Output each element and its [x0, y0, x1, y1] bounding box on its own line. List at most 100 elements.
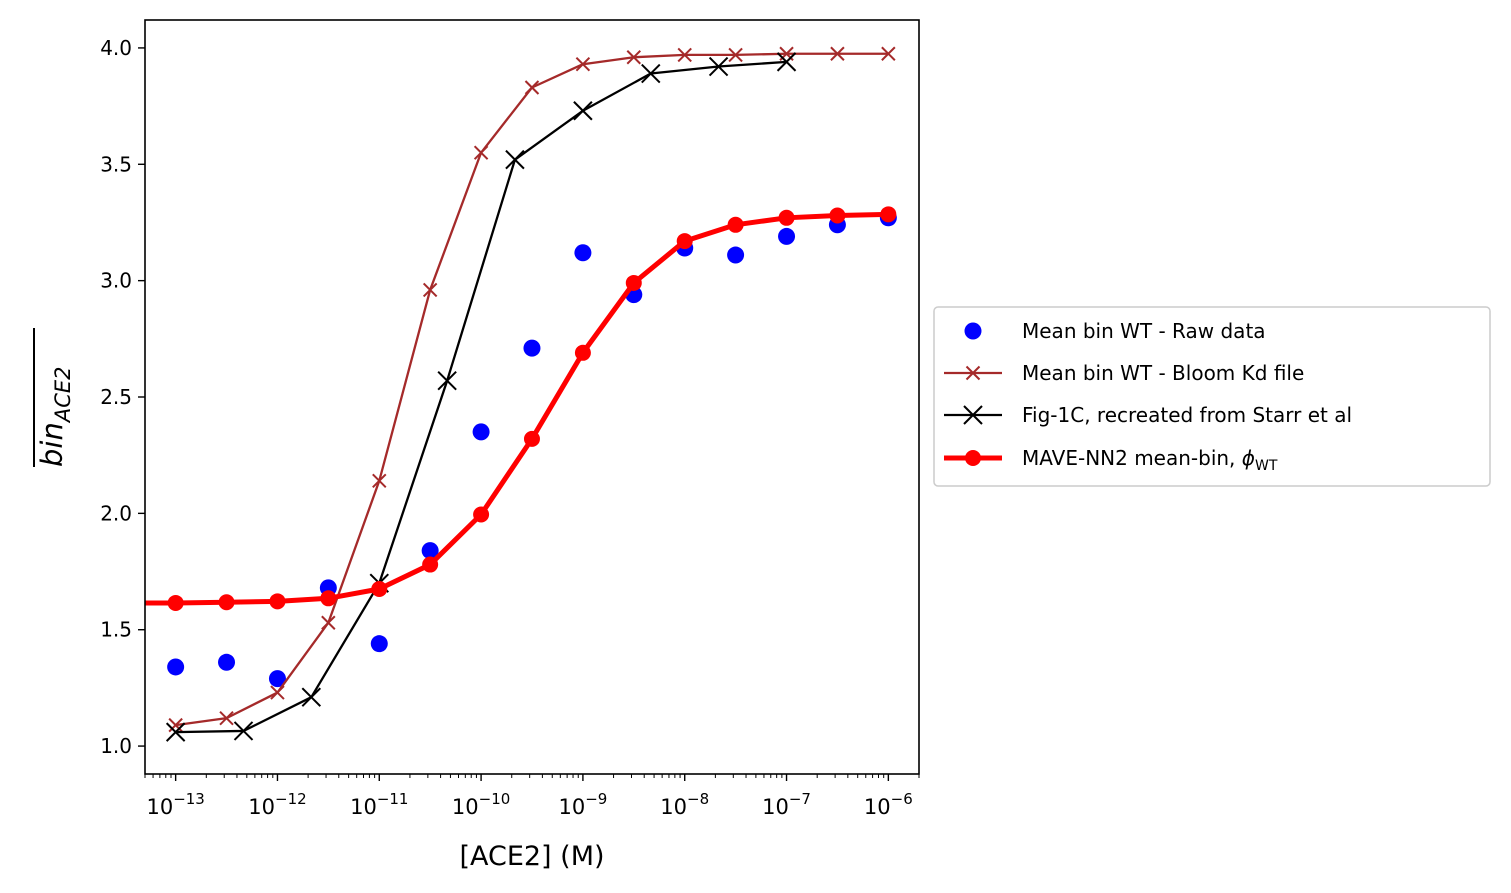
- plot-area: [145, 20, 919, 774]
- x-axis: 10−13 10−12 10−11 10−10 10−9 10−8 10−7 10−6: [144, 774, 920, 819]
- data-point-mave-nn2: [422, 556, 439, 573]
- data-point-raw-data: [421, 542, 439, 560]
- data-point-starr-fig1c: [505, 149, 525, 170]
- data-point-bloom-kd: [677, 47, 692, 63]
- data-point-starr-fig1c: [165, 722, 186, 742]
- x-tick-label: 10−12: [248, 790, 306, 819]
- series-starr-fig1c: [165, 52, 797, 742]
- x-tick-label-exponent: −9: [585, 790, 607, 808]
- y-axis-label-main: bin: [35, 422, 69, 467]
- data-point-mave-nn2: [269, 593, 286, 610]
- data-point-bloom-kd: [219, 710, 234, 726]
- data-point-raw-data: [778, 227, 796, 245]
- y-axis: 1.0 1.5 2.0 2.5 3.0 3.5 4.0: [100, 36, 145, 758]
- legend-entry-mave-nn2: MAVE-NN2 mean-bin, ϕWT: [944, 446, 1278, 474]
- series-mave-nn2: [145, 206, 897, 611]
- legend-marker: [965, 365, 981, 381]
- data-point-starr-fig1c: [233, 721, 254, 741]
- x-tick-label: 10−13: [146, 790, 204, 819]
- x-tick-label-base: 10: [452, 795, 479, 819]
- x-tick-label-exponent: −8: [687, 790, 709, 808]
- data-point-bloom-kd: [524, 80, 540, 95]
- series-line-starr-fig1c: [175, 60, 787, 734]
- y-tick-label: 1.0: [100, 734, 132, 758]
- data-point-raw-data: [370, 635, 388, 653]
- x-tick-label: 10−8: [660, 790, 709, 819]
- legend-entry-starr-fig1c: Fig-1C, recreated from Starr et al: [944, 403, 1352, 427]
- data-point-starr-fig1c: [776, 52, 797, 72]
- x-tick-label: 10−6: [864, 790, 913, 819]
- svg-text:binACE2: binACE2: [35, 366, 75, 467]
- data-point-mave-nn2: [473, 506, 490, 523]
- x-tick-label-base: 10: [558, 795, 585, 819]
- data-point-mave-nn2: [167, 594, 184, 611]
- data-point-bloom-kd: [473, 145, 489, 160]
- legend-label: MAVE-NN2 mean-bin, ϕWT: [1022, 446, 1278, 474]
- legend-label: Fig-1C, recreated from Starr et al: [1022, 403, 1352, 427]
- data-point-bloom-kd: [575, 57, 591, 72]
- x-tick-label: 10−9: [558, 790, 607, 819]
- x-tick-label-base: 10: [762, 795, 789, 819]
- data-point-starr-fig1c: [641, 63, 661, 84]
- data-point-bloom-kd: [626, 50, 641, 65]
- data-point-raw-data: [218, 653, 236, 671]
- y-tick-label: 3.5: [100, 152, 132, 176]
- x-tick-label-base: 10: [660, 795, 687, 819]
- data-point-raw-data: [523, 339, 541, 357]
- x-tick-label-base: 10: [248, 795, 275, 819]
- x-tick-label-exponent: −7: [789, 790, 811, 808]
- y-tick-label: 4.0: [100, 36, 132, 60]
- x-tick-label-base: 10: [146, 795, 173, 819]
- data-point-mave-nn2: [880, 206, 897, 223]
- data-point-mave-nn2: [727, 216, 744, 233]
- y-tick-label: 3.0: [100, 269, 132, 293]
- data-point-mave-nn2: [320, 590, 337, 607]
- y-axis-label-subscript: ACE2: [51, 366, 75, 424]
- legend-label: Mean bin WT - Raw data: [1022, 319, 1266, 343]
- data-point-bloom-kd: [270, 685, 285, 700]
- legend-label-text: MAVE-NN2 mean-bin,: [1022, 446, 1242, 470]
- data-point-bloom-kd: [881, 46, 896, 61]
- data-point-bloom-kd: [830, 46, 845, 61]
- y-tick-label: 2.5: [100, 385, 132, 409]
- x-tick-label-exponent: −10: [479, 790, 511, 808]
- y-axis-label: binACE2: [33, 328, 75, 467]
- legend-marker: [964, 322, 982, 340]
- legend-entry-bloom-kd: Mean bin WT - Bloom Kd file: [944, 361, 1304, 385]
- data-point-raw-data: [472, 423, 490, 441]
- series-layer: [145, 46, 897, 742]
- x-tick-label-exponent: −12: [275, 790, 307, 808]
- legend-label-text: Fig-1C, recreated from Starr et al: [1022, 403, 1352, 427]
- data-point-bloom-kd: [168, 717, 183, 733]
- x-tick-label-exponent: −11: [377, 790, 409, 808]
- data-point-bloom-kd: [422, 282, 438, 298]
- x-axis-label: [ACE2] (M): [459, 841, 604, 872]
- legend-label-text: Mean bin WT - Bloom Kd file: [1022, 361, 1304, 385]
- legend-marker: [965, 450, 981, 466]
- data-point-mave-nn2: [829, 207, 846, 224]
- data-point-starr-fig1c: [573, 101, 593, 121]
- data-point-bloom-kd: [372, 473, 387, 488]
- y-tick-label: 1.5: [100, 618, 132, 642]
- data-point-mave-nn2: [574, 344, 591, 361]
- legend-label-symbol: ϕ: [1242, 446, 1255, 470]
- data-point-starr-fig1c: [301, 687, 322, 707]
- data-point-mave-nn2: [218, 594, 235, 611]
- x-tick-label-base: 10: [864, 795, 891, 819]
- legend: Mean bin WT - Raw data Mean bin WT - Bloo…: [933, 306, 1491, 487]
- data-point-mave-nn2: [523, 430, 540, 447]
- legend-entry-raw-data: Mean bin WT - Raw data: [964, 319, 1266, 343]
- data-point-bloom-kd: [728, 47, 743, 63]
- x-tick-label: 10−7: [762, 790, 811, 819]
- data-point-raw-data: [727, 246, 745, 264]
- legend-box: [933, 306, 1491, 487]
- series-line-mave-nn2: [145, 211, 889, 606]
- x-tick-label: 10−10: [452, 790, 510, 819]
- data-point-bloom-kd: [321, 615, 336, 630]
- data-point-raw-data: [574, 244, 592, 262]
- legend-label-subscript: WT: [1255, 458, 1278, 474]
- data-point-raw-data: [268, 670, 286, 688]
- x-tick-label-base: 10: [350, 795, 377, 819]
- data-point-mave-nn2: [371, 580, 388, 597]
